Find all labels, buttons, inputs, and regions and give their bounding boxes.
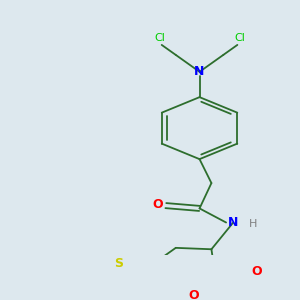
Text: Cl: Cl <box>234 33 245 43</box>
Text: N: N <box>228 216 238 229</box>
Text: O: O <box>252 265 262 278</box>
Text: N: N <box>194 65 205 78</box>
Text: H: H <box>249 219 257 229</box>
Text: O: O <box>188 289 199 300</box>
Text: Cl: Cl <box>154 33 165 43</box>
Text: O: O <box>153 198 163 211</box>
Text: S: S <box>114 257 123 270</box>
